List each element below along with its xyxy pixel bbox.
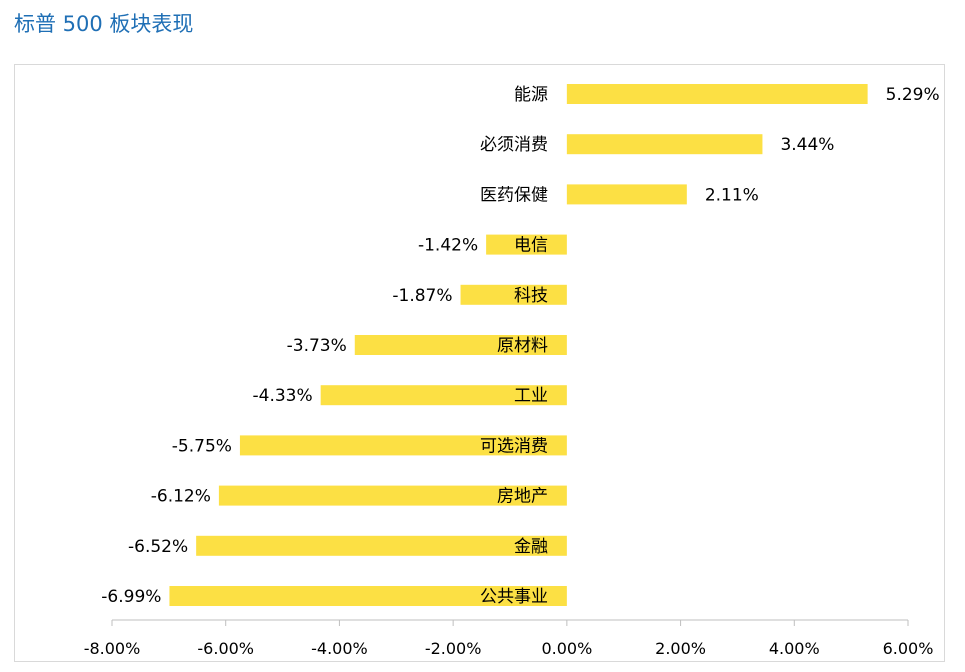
data-label: -5.75% [172, 436, 232, 456]
category-label: 必须消费 [480, 135, 548, 155]
bar [218, 485, 567, 506]
data-label: 2.11% [705, 185, 759, 205]
bar [196, 535, 567, 556]
bar [320, 385, 567, 406]
category-label: 工业 [514, 386, 548, 406]
data-label: 5.29% [886, 85, 940, 105]
category-label: 科技 [514, 286, 548, 306]
category-label: 电信 [514, 236, 548, 256]
category-label: 原材料 [497, 336, 548, 356]
bar [239, 435, 567, 456]
data-label: -4.33% [253, 386, 313, 406]
data-label: 3.44% [780, 135, 834, 155]
data-label: -3.73% [287, 336, 347, 356]
category-label: 金融 [514, 537, 548, 557]
x-tick-label: 4.00% [769, 639, 820, 658]
category-label: 能源 [514, 85, 548, 105]
chart-frame [14, 64, 945, 662]
x-tick-label: -8.00% [84, 639, 141, 658]
bar [169, 586, 567, 606]
data-label: -1.87% [392, 286, 452, 306]
bar [460, 284, 567, 305]
category-label: 医药保健 [480, 185, 548, 205]
x-tick-label: -2.00% [425, 639, 482, 658]
bar [566, 84, 868, 104]
data-label: -6.99% [101, 587, 161, 607]
bar [566, 134, 763, 155]
x-tick-label: 2.00% [655, 639, 706, 658]
chart-title: 标普 500 板块表现 [14, 12, 194, 36]
x-tick-label: 6.00% [883, 639, 934, 658]
data-label: -1.42% [418, 236, 478, 256]
category-label: 可选消费 [480, 436, 548, 456]
x-tick-label: -4.00% [311, 639, 368, 658]
category-label: 房地产 [497, 487, 548, 507]
bar [486, 234, 567, 255]
bar [354, 335, 567, 355]
data-label: -6.52% [128, 537, 188, 557]
bar [566, 184, 687, 205]
x-tick-label: 0.00% [541, 639, 592, 658]
category-label: 公共事业 [480, 587, 548, 607]
data-label: -6.12% [151, 487, 211, 507]
x-tick-label: -6.00% [197, 639, 254, 658]
